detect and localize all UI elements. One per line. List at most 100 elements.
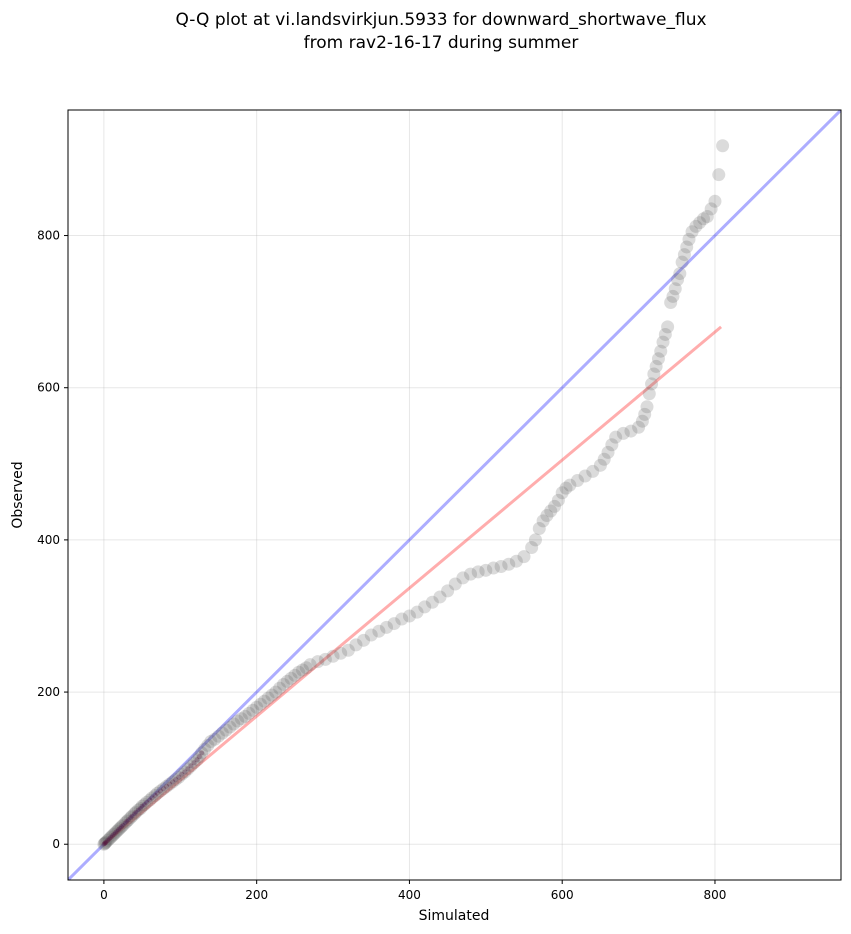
y-axis-ticks: 0 200 400 600 800 xyxy=(37,229,68,851)
data-point xyxy=(532,521,546,535)
data-point xyxy=(105,829,119,843)
data-point xyxy=(716,139,730,153)
data-point xyxy=(204,735,218,749)
data-point xyxy=(102,832,116,846)
data-point xyxy=(201,738,215,752)
data-point xyxy=(387,617,401,631)
data-point xyxy=(143,793,157,807)
data-point xyxy=(148,789,162,803)
data-point xyxy=(410,605,424,619)
data-point xyxy=(509,554,523,568)
data-point xyxy=(689,219,703,233)
data-point-core xyxy=(176,774,182,780)
data-point xyxy=(456,571,470,585)
data-point xyxy=(111,823,125,837)
data-point xyxy=(578,469,592,483)
data-point xyxy=(131,803,145,817)
data-point xyxy=(673,267,687,281)
data-point-core xyxy=(149,795,155,801)
data-point xyxy=(134,801,148,815)
data-point xyxy=(269,685,283,699)
data-point-core xyxy=(144,799,150,805)
x-axis-label: Simulated xyxy=(419,908,490,924)
data-point xyxy=(517,550,531,564)
data-point-core xyxy=(157,788,163,794)
data-point xyxy=(536,514,550,528)
data-point xyxy=(593,458,607,472)
data-point xyxy=(586,464,600,478)
data-point xyxy=(654,344,668,358)
x-tick-label: 600 xyxy=(551,888,574,902)
data-point xyxy=(395,612,409,626)
data-point xyxy=(544,504,558,518)
data-point xyxy=(160,779,174,793)
data-point-core xyxy=(196,754,202,760)
data-point xyxy=(671,273,685,287)
data-point xyxy=(349,638,363,652)
data-point-core xyxy=(154,790,160,796)
data-point xyxy=(211,729,225,743)
data-point xyxy=(303,658,317,672)
data-point xyxy=(145,791,159,805)
data-point-core xyxy=(105,837,111,843)
data-point-core xyxy=(141,802,147,808)
data-point-core xyxy=(124,818,130,824)
data-point xyxy=(402,609,416,623)
y-tick-label: 200 xyxy=(37,685,60,699)
data-point xyxy=(632,420,646,434)
data-point-core xyxy=(139,803,145,809)
y-axis-label: Observed xyxy=(10,461,26,528)
data-point xyxy=(184,759,198,773)
data-point xyxy=(661,320,675,334)
data-point-core xyxy=(164,783,170,789)
data-point xyxy=(99,835,113,849)
data-point xyxy=(169,773,183,787)
x-tick-label: 400 xyxy=(398,888,421,902)
data-point xyxy=(125,809,139,823)
data-point xyxy=(647,367,661,381)
data-point-core xyxy=(118,824,124,830)
data-point xyxy=(231,714,245,728)
data-point xyxy=(364,628,378,642)
data-point xyxy=(108,826,122,840)
data-point-core xyxy=(128,815,134,821)
data-point xyxy=(135,799,149,813)
data-point-core xyxy=(138,805,144,811)
y-tick-label: 800 xyxy=(37,229,60,243)
data-point xyxy=(559,481,573,495)
data-point xyxy=(656,335,670,349)
data-point-core xyxy=(102,840,108,846)
data-point xyxy=(195,746,209,760)
data-point xyxy=(219,723,233,737)
data-point xyxy=(425,595,439,609)
y-tick-label: 400 xyxy=(37,533,60,547)
data-point xyxy=(334,646,348,660)
data-point xyxy=(288,668,302,682)
data-point xyxy=(372,624,386,638)
y-tick-label: 600 xyxy=(37,381,60,395)
one-to-one-line xyxy=(68,110,841,880)
data-point-core xyxy=(167,781,173,787)
data-point xyxy=(357,633,371,647)
data-point xyxy=(651,352,665,366)
data-point xyxy=(140,795,154,809)
data-point-core xyxy=(131,811,137,817)
grid-lines xyxy=(68,110,841,880)
data-point xyxy=(548,499,562,513)
data-point-core xyxy=(122,820,128,826)
data-point xyxy=(190,753,204,767)
data-point xyxy=(153,784,167,798)
data-point xyxy=(97,837,111,851)
data-point xyxy=(326,649,340,663)
data-point xyxy=(238,709,252,723)
data-point xyxy=(658,327,672,341)
data-point xyxy=(242,706,256,720)
data-point xyxy=(697,212,711,226)
lines-layer xyxy=(68,110,841,880)
data-point xyxy=(609,430,623,444)
data-point xyxy=(675,255,689,269)
data-point-core xyxy=(109,833,115,839)
data-point-core xyxy=(129,813,135,819)
data-point-core xyxy=(133,809,139,815)
data-point xyxy=(234,712,248,726)
